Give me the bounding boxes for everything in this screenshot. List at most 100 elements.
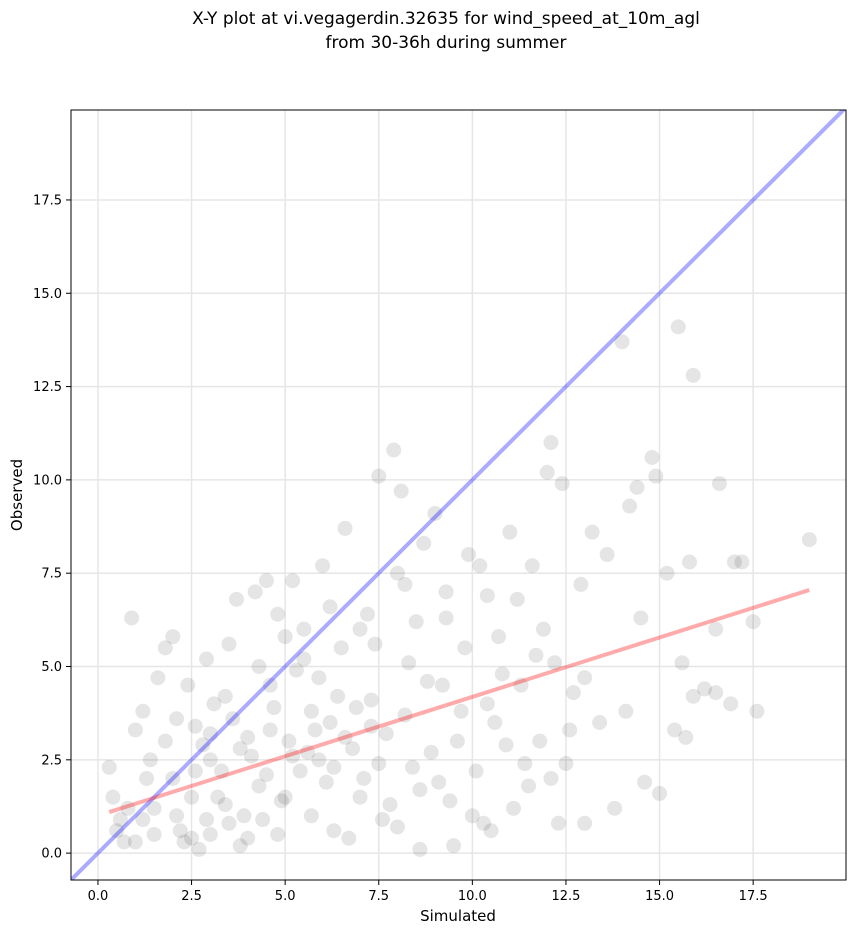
point bbox=[202, 752, 218, 768]
point bbox=[255, 812, 271, 828]
point bbox=[464, 808, 480, 824]
point bbox=[745, 614, 761, 630]
point bbox=[307, 722, 323, 738]
point bbox=[157, 733, 173, 749]
point bbox=[135, 812, 151, 828]
point bbox=[682, 554, 698, 570]
point bbox=[491, 629, 507, 645]
point bbox=[146, 826, 162, 842]
point bbox=[371, 468, 387, 484]
point bbox=[506, 800, 522, 816]
point bbox=[172, 823, 188, 839]
point bbox=[296, 651, 312, 667]
point bbox=[644, 449, 660, 465]
point bbox=[127, 722, 143, 738]
point bbox=[251, 778, 267, 794]
point bbox=[236, 808, 252, 824]
y-tick-label: 0.0 bbox=[41, 847, 62, 862]
point bbox=[517, 756, 533, 772]
point bbox=[472, 558, 488, 574]
point bbox=[637, 774, 653, 790]
point bbox=[139, 770, 155, 786]
point bbox=[532, 733, 548, 749]
point bbox=[618, 703, 634, 719]
point bbox=[378, 726, 394, 742]
point bbox=[539, 464, 555, 480]
point bbox=[258, 573, 274, 589]
point bbox=[135, 703, 151, 719]
chart-title: X-Y plot at vi.vegagerdin.32635 for wind… bbox=[192, 9, 700, 29]
point bbox=[371, 756, 387, 772]
point bbox=[685, 688, 701, 704]
point bbox=[232, 741, 248, 757]
x-tick-label: 12.5 bbox=[551, 889, 580, 904]
x-tick-label: 5.0 bbox=[275, 889, 296, 904]
point bbox=[363, 718, 379, 734]
point bbox=[412, 782, 428, 798]
y-tick-label: 7.5 bbox=[41, 567, 62, 582]
point bbox=[565, 685, 581, 701]
point bbox=[535, 621, 551, 637]
point bbox=[266, 700, 282, 716]
x-tick-label: 0.0 bbox=[88, 889, 109, 904]
point bbox=[419, 673, 435, 689]
point bbox=[573, 576, 589, 592]
point bbox=[101, 759, 117, 775]
point bbox=[674, 655, 690, 671]
point bbox=[262, 722, 278, 738]
point bbox=[449, 733, 465, 749]
point bbox=[187, 763, 203, 779]
point bbox=[708, 621, 724, 637]
point bbox=[330, 688, 346, 704]
point bbox=[142, 752, 158, 768]
point bbox=[667, 722, 683, 738]
point bbox=[112, 812, 128, 828]
point bbox=[723, 696, 739, 712]
point bbox=[169, 711, 185, 727]
ticks: 0.0 2.5 5.0 7.5 10.0 12.5 15.0 17.5 0.0 2.5 5.0 7.5… bbox=[33, 193, 768, 904]
point bbox=[659, 565, 675, 581]
point bbox=[352, 621, 368, 637]
x-tick-label: 15.0 bbox=[645, 889, 674, 904]
point bbox=[169, 808, 185, 824]
point bbox=[288, 662, 304, 678]
point bbox=[352, 789, 368, 805]
y-tick-label: 12.5 bbox=[33, 380, 62, 395]
point bbox=[389, 565, 405, 581]
point bbox=[311, 752, 327, 768]
point bbox=[397, 576, 413, 592]
point bbox=[221, 815, 237, 831]
point bbox=[191, 841, 207, 857]
point bbox=[577, 815, 593, 831]
point bbox=[397, 707, 413, 723]
point bbox=[685, 367, 701, 383]
point bbox=[513, 677, 529, 693]
point bbox=[277, 789, 293, 805]
point bbox=[360, 606, 376, 622]
point bbox=[195, 737, 211, 753]
point bbox=[543, 770, 559, 786]
point bbox=[431, 774, 447, 790]
point bbox=[543, 435, 559, 451]
point bbox=[633, 610, 649, 626]
x-axis-label: Simulated bbox=[420, 907, 496, 925]
point bbox=[146, 800, 162, 816]
point bbox=[434, 677, 450, 693]
point bbox=[199, 812, 215, 828]
point bbox=[337, 520, 353, 536]
point bbox=[374, 812, 390, 828]
point bbox=[401, 655, 417, 671]
point bbox=[187, 718, 203, 734]
point bbox=[389, 819, 405, 835]
point bbox=[453, 703, 469, 719]
point bbox=[550, 815, 566, 831]
point bbox=[438, 610, 454, 626]
point bbox=[438, 584, 454, 600]
point bbox=[341, 830, 357, 846]
x-tick-label: 7.5 bbox=[368, 889, 389, 904]
point bbox=[228, 591, 244, 607]
point bbox=[404, 759, 420, 775]
point bbox=[479, 696, 495, 712]
point bbox=[524, 558, 540, 574]
